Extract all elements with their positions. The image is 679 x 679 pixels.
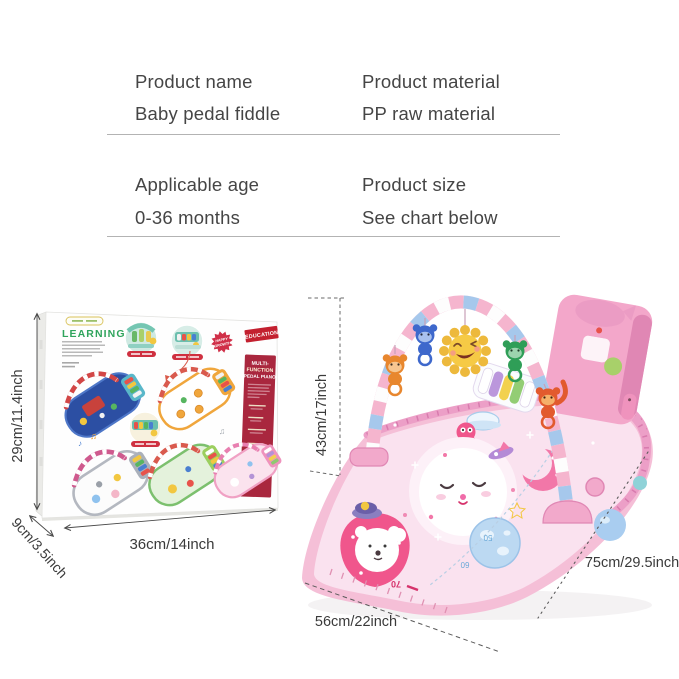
box-callout-1 — [124, 321, 158, 357]
hanging-toys — [382, 309, 568, 430]
panel-title-2: FUNCTION — [246, 367, 273, 374]
piano-unit — [542, 294, 653, 425]
squirrel-toy-red — [535, 379, 568, 430]
mat-decorations: 50 60 70 — [329, 411, 647, 614]
box-height-label: 29cm/11.4inch — [10, 369, 26, 462]
happy-growth-badge: HAPPY GROWTH — [211, 331, 233, 353]
box-callout-2-ribbon — [172, 354, 203, 360]
spec-value-product-material: PP raw material — [362, 103, 496, 124]
monkey-toy-blue — [412, 318, 438, 367]
mat-length-label: 75cm/29.5inch — [585, 555, 679, 571]
airplane-decoration — [488, 441, 514, 460]
mat-thumbnail-orange — [157, 367, 236, 431]
mat-height-dimension: 43cm/17inch — [308, 297, 345, 477]
sun-toy — [439, 309, 491, 377]
mat-thumbnail-green — [147, 443, 226, 507]
spec-value-product-size: See chart below — [362, 207, 498, 228]
education-tag: EDUCATION — [244, 325, 279, 343]
spec-label-product-material: Product material — [362, 71, 500, 92]
octopus-decoration — [456, 422, 476, 442]
mat-width-dimension: 56cm/22inch — [304, 582, 501, 653]
box-callout-1-ribbon — [127, 351, 156, 357]
box-height-dimension: 29cm/11.4inch — [10, 314, 37, 509]
arch-foot-right — [542, 500, 593, 524]
ruler-number-70: 70 — [391, 579, 401, 589]
spec-divider-1 — [107, 134, 560, 135]
monkey-toy-orange — [382, 345, 408, 397]
box-illustration: LEARNING — [9, 311, 282, 581]
ruler-number-50: 50 — [483, 533, 492, 542]
planet-decoration-small — [594, 476, 647, 541]
box-brand-text: LEARNING — [62, 328, 126, 340]
piano-wheel — [585, 477, 605, 497]
mat-height-label: 43cm/17inch — [314, 374, 330, 456]
education-tag-text: EDUCATION — [245, 330, 279, 341]
mat-length-dimension: 75cm/29.5inch — [537, 451, 679, 619]
ruler-number-60: 60 — [460, 560, 469, 569]
box-depth-dimension: 9cm/3.5inch — [9, 514, 71, 581]
music-note-icon: ♪ — [78, 439, 82, 448]
piano-keys — [472, 362, 541, 413]
box-brand-block: LEARNING — [62, 316, 126, 368]
spec-label-applicable-age: Applicable age — [135, 174, 260, 195]
mat-thumbnail-gray — [71, 449, 154, 517]
arch-foot-left — [349, 447, 389, 467]
strawberry-bear-decoration — [340, 501, 410, 587]
growth-ruler-line — [429, 449, 554, 586]
planet-decoration-large — [469, 517, 521, 569]
mat-width-label: 56cm/22inch — [315, 614, 397, 630]
box-width-dimension: 36cm/14inch — [65, 510, 275, 553]
monkey-toy-green — [502, 335, 528, 383]
mat-thumbnail-blue — [63, 371, 146, 438]
sparkle-decorations — [411, 431, 534, 541]
box-width-label: 36cm/14inch — [129, 536, 214, 553]
play-mat-illustration: 50 60 70 — [302, 294, 679, 653]
bunny-face — [419, 448, 507, 536]
spec-label-product-size: Product size — [362, 174, 467, 195]
moon-decoration — [518, 446, 564, 491]
spec-divider-2 — [107, 236, 560, 237]
happy-badge-line1: HAPPY — [215, 337, 229, 344]
box-callout-3-ribbon — [131, 441, 160, 447]
spec-label-product-name: Product name — [135, 71, 253, 92]
ruler-ticks — [329, 568, 448, 614]
panel-title-1: MULTI- — [251, 361, 269, 368]
spec-value-product-name: Baby pedal fiddle — [135, 103, 281, 124]
star-decoration — [507, 501, 527, 519]
ruler-mark-70 — [406, 584, 419, 592]
happy-badge-line2: GROWTH — [214, 341, 232, 348]
spec-value-applicable-age: 0-36 months — [135, 207, 241, 228]
music-note-icon: ♫ — [219, 426, 225, 436]
box-callout-3 — [128, 411, 162, 447]
music-note-icon: ♫ — [90, 431, 97, 442]
panel-title-3: PEDAL PIANO — [244, 373, 276, 379]
mat-thumbnail-pink — [213, 442, 282, 499]
